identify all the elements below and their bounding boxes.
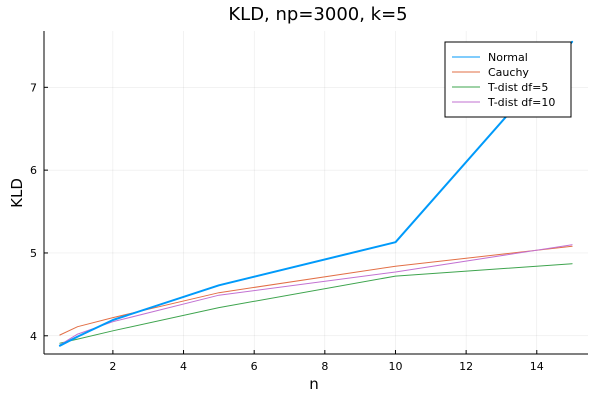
series-line-normal [58,40,574,347]
x-axis-title: n [309,375,319,393]
x-tick-label: 14 [530,360,544,373]
tick-labels: 2 4 6 8 10 12 14 4 5 6 7 [30,81,544,373]
axes [43,31,588,355]
x-tick-label: 12 [459,360,473,373]
chart-title: KLD, np=3000, k=5 [228,4,407,25]
legend-box [444,41,572,118]
legend-label-cauchy: Cauchy [488,66,529,79]
legend-label-t-dist-df-5: T-dist df=5 [487,81,548,94]
legend-label-t-dist-df-10: T-dist df=10 [487,96,555,109]
y-tick-label: 7 [30,81,37,94]
y-tick-label: 4 [30,330,37,343]
series-line-t-dist-df-10 [59,244,573,346]
x-tick-label: 4 [180,360,187,373]
x-tick-label: 10 [388,360,402,373]
y-axis-title: KLD [8,178,26,208]
series-line-cauchy [59,245,573,336]
series-lines [58,40,574,347]
series-line-t-dist-df-5 [59,263,573,344]
legend: Normal Cauchy T-dist df=5 T-dist df=10 [444,41,572,118]
x-tick-label: 6 [251,360,258,373]
x-tick-label: 2 [109,360,116,373]
legend-label-normal: Normal [488,51,528,64]
y-tick-label: 5 [30,247,37,260]
x-tick-label: 8 [321,360,328,373]
y-tick-label: 6 [30,164,37,177]
